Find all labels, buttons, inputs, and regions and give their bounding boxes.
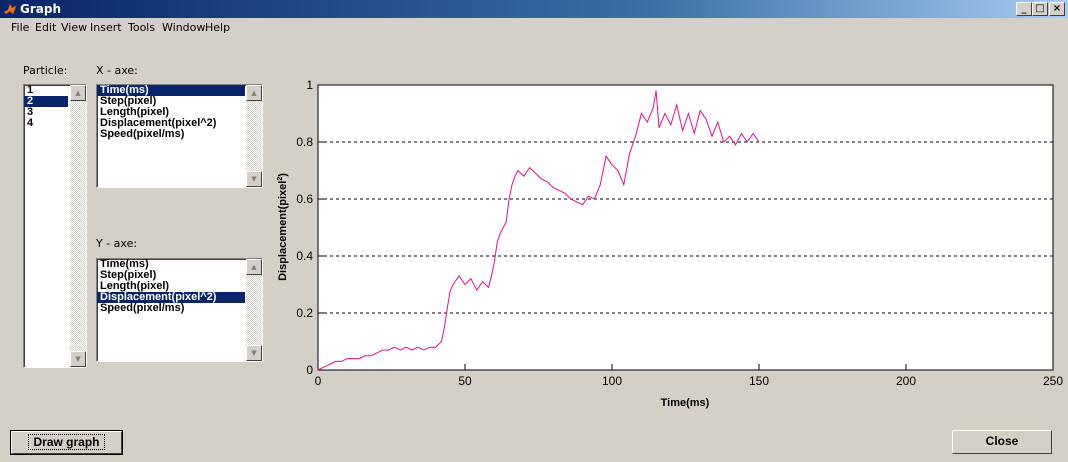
y-axis-label: Displacement(pixel2) xyxy=(277,173,289,281)
y-axis-label-superscript: 2 xyxy=(277,177,284,181)
menu-tools[interactable]: Tools xyxy=(128,21,156,34)
y-tick-label: 0.8 xyxy=(296,135,313,149)
x-axis-label: Time(ms) xyxy=(661,397,710,409)
grid-lines xyxy=(318,141,1053,314)
menu-help[interactable]: Help xyxy=(205,21,231,34)
draw-graph-button[interactable]: Draw graph xyxy=(10,430,123,455)
close-window-button[interactable]: × xyxy=(1049,2,1065,16)
y-axe-item-speed[interactable]: Speed(pixel/ms) xyxy=(100,302,185,314)
particle-list-items: 1 2 3 4 xyxy=(24,85,68,129)
y-axe-item-step[interactable]: Step(pixel) xyxy=(100,269,157,281)
minimize-button[interactable]: _ xyxy=(1016,2,1032,16)
x-tick-label: 50 xyxy=(458,374,472,388)
x-tick-label: 250 xyxy=(1043,374,1063,388)
scroll-down-arrow-icon[interactable]: ▼ xyxy=(70,351,86,367)
scroll-down-arrow-icon[interactable]: ▼ xyxy=(246,345,262,361)
x-axe-listbox[interactable]: Time(ms) Step(pixel) Length(pixel) Displ… xyxy=(96,84,263,188)
scroll-up-arrow-icon[interactable]: ▲ xyxy=(246,259,262,275)
x-axe-label: X - axe: xyxy=(96,64,138,77)
x-tick-label: 150 xyxy=(749,374,769,388)
particle-item-1[interactable]: 1 xyxy=(27,84,34,96)
maximize-button[interactable]: □ xyxy=(1032,2,1048,16)
y-axe-item-length[interactable]: Length(pixel) xyxy=(100,280,170,292)
x-axe-item-step[interactable]: Step(pixel) xyxy=(100,95,157,107)
y-tick-label: 0.2 xyxy=(296,306,313,320)
x-axe-item-length[interactable]: Length(pixel) xyxy=(100,106,170,118)
y-axe-item-time[interactable]: Time(ms) xyxy=(100,258,149,270)
matlab-icon xyxy=(3,3,17,15)
y-axe-listbox[interactable]: Time(ms) Step(pixel) Length(pixel) Displ… xyxy=(96,258,263,362)
y-axis-label-main: Displacement(pixel xyxy=(277,181,289,281)
menu-insert[interactable]: Insert xyxy=(90,21,122,34)
particle-item-4[interactable]: 4 xyxy=(27,117,34,129)
x-tick-label: 100 xyxy=(602,374,622,388)
x-axe-list-items: Time(ms) Step(pixel) Length(pixel) Displ… xyxy=(97,85,245,140)
title-bar: Graph _ □ × xyxy=(0,0,1068,18)
x-axe-item-displacement[interactable]: Displacement(pixel^2) xyxy=(100,117,217,129)
menu-file[interactable]: File xyxy=(11,21,30,34)
particle-scrollbar[interactable]: ▲ ▼ xyxy=(70,85,86,367)
menu-view[interactable]: View xyxy=(61,21,88,34)
particle-item-2[interactable]: 2 xyxy=(24,96,68,107)
y-tick-label: 1 xyxy=(306,78,313,92)
y-axis-label-end: ) xyxy=(277,173,289,177)
x-axe-scrollbar[interactable]: ▲ ▼ xyxy=(246,85,262,187)
x-tick-label: 200 xyxy=(896,374,916,388)
menu-edit[interactable]: Edit xyxy=(35,21,57,34)
y-axe-list-items: Time(ms) Step(pixel) Length(pixel) Displ… xyxy=(97,259,245,314)
y-tick-label: 0 xyxy=(306,363,313,377)
y-axe-scrollbar[interactable]: ▲ ▼ xyxy=(246,259,262,361)
y-tick-label: 0.6 xyxy=(296,192,313,206)
plot-area xyxy=(317,84,1054,371)
x-tick-label: 0 xyxy=(315,374,322,388)
particle-item-3[interactable]: 3 xyxy=(27,106,34,118)
draw-graph-label: Draw graph xyxy=(28,434,105,450)
particle-label: Particle: xyxy=(23,64,68,77)
scroll-up-arrow-icon[interactable]: ▲ xyxy=(246,85,262,101)
y-axe-item-displacement[interactable]: Displacement(pixel^2) xyxy=(97,292,245,303)
axis-ticks: 0 0.2 0.4 0.6 0.8 1 0 50 100 150 200 250 xyxy=(296,78,1063,388)
x-axe-item-time[interactable]: Time(ms) xyxy=(97,85,245,96)
window-title: Graph xyxy=(20,2,61,16)
displacement-chart: 0 0.2 0.4 0.6 0.8 1 0 50 100 150 200 250 Time(ms) D… xyxy=(277,78,1063,409)
menu-window[interactable]: Window xyxy=(162,21,206,34)
scroll-down-arrow-icon[interactable]: ▼ xyxy=(246,171,262,187)
scroll-up-arrow-icon[interactable]: ▲ xyxy=(70,85,86,101)
particle-listbox[interactable]: 1 2 3 4 ▲ ▼ xyxy=(23,84,87,368)
y-axe-label: Y - axe: xyxy=(96,237,138,250)
y-tick-label: 0.4 xyxy=(296,249,313,263)
x-axe-item-speed[interactable]: Speed(pixel/ms) xyxy=(100,128,185,140)
series-line xyxy=(317,90,760,371)
menu-bar: File Edit View Insert Tools Window Help xyxy=(0,18,1068,36)
close-button[interactable]: Close xyxy=(952,430,1052,454)
